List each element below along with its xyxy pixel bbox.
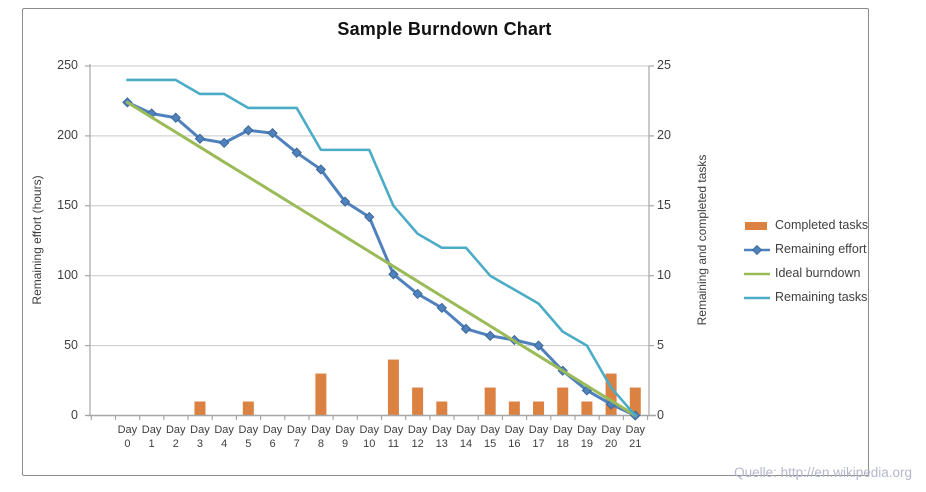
completed-tasks-bar	[581, 401, 593, 416]
remaining-effort-marker	[291, 147, 302, 158]
completed-tasks-bar	[242, 401, 254, 416]
completed-tasks-bar	[508, 401, 520, 416]
left-axis-tick-label: 150	[57, 197, 78, 212]
legend-label: Completed tasks	[775, 218, 869, 232]
x-axis-label: Day 11	[383, 424, 404, 450]
line-swatch-icon	[744, 291, 771, 303]
remaining-effort-marker	[460, 323, 472, 334]
completed-tasks-bar	[629, 387, 641, 416]
x-axis-label: Day 14	[456, 424, 476, 450]
x-axis-label: Day 17	[528, 424, 549, 450]
x-axis-label: Day 5	[238, 424, 259, 450]
remaining-effort-marker	[388, 269, 399, 280]
bar-swatch-icon	[744, 219, 771, 231]
chart-area-border	[22, 8, 869, 476]
right-axis-tick-label: 15	[657, 197, 671, 212]
remaining-effort-marker	[194, 133, 206, 144]
legend-label: Remaining tasks	[775, 290, 868, 304]
right-axis-tick-label: 5	[657, 337, 664, 352]
completed-tasks-bar	[387, 359, 399, 416]
watermark-source-text: Quelle: http://en.wikipedia.org	[734, 465, 912, 480]
remaining-effort-marker	[218, 137, 230, 149]
x-axis-label: Day 4	[214, 424, 234, 450]
left-axis-title: Remaining effort (hours)	[30, 175, 44, 305]
completed-tasks-bar	[194, 401, 206, 416]
x-axis-label: Day 19	[577, 424, 597, 450]
x-axis-label: Day 9	[335, 424, 355, 450]
legend-item-completed-tasks: Completed tasks	[744, 213, 868, 237]
legend-label: Ideal burndown	[775, 266, 861, 280]
x-axis-label: Day 7	[286, 424, 307, 450]
right-axis-title: Remaining and completed tasks	[695, 154, 709, 326]
remaining-effort-marker	[267, 127, 278, 139]
left-axis-tick-label: 100	[57, 267, 78, 282]
remaining-tasks-line	[126, 78, 637, 417]
completed-tasks-bar	[412, 387, 424, 416]
remaining-effort-marker	[364, 211, 375, 223]
x-axis-label: Day 1	[141, 424, 162, 450]
completed-tasks-bar	[315, 373, 327, 416]
left-axis-tick-label: 50	[64, 337, 78, 352]
remaining-effort-line	[125, 100, 637, 417]
legend-item-remaining-effort: Remaining effort	[744, 237, 868, 261]
chart-title: Sample Burndown Chart	[337, 19, 552, 39]
x-axis-label: Day 2	[165, 424, 186, 450]
remaining-effort-marker	[412, 288, 423, 300]
legend-item-remaining-tasks: Remaining tasks	[744, 285, 868, 309]
remaining-effort-marker	[436, 302, 447, 314]
x-axis-label: Day 6	[262, 424, 283, 450]
x-axis-label: Day 13	[432, 424, 452, 450]
legend-label: Remaining effort	[775, 242, 867, 256]
x-axis-label: Day 20	[601, 424, 621, 450]
remaining-effort-marker	[339, 196, 351, 207]
x-axis-label: Day 10	[359, 424, 380, 450]
right-axis-tick-label: 10	[657, 267, 671, 282]
left-axis-tick-label: 250	[57, 58, 78, 72]
remaining-effort-marker	[485, 330, 496, 341]
ideal-burndown-line	[125, 100, 637, 417]
x-axis-label: Day 3	[190, 424, 210, 450]
x-axis-label: Day 0	[117, 424, 138, 450]
right-axis-tick-label: 25	[657, 58, 671, 72]
completed-tasks-bar	[533, 401, 545, 416]
left-axis-tick-label: 0	[71, 407, 78, 422]
line-swatch-icon	[744, 267, 771, 279]
right-axis-tick-label: 0	[657, 407, 664, 422]
legend: Completed tasks Remaining effort Ideal b…	[744, 213, 868, 309]
completed-tasks-bar	[484, 387, 496, 416]
remaining-effort-marker	[533, 340, 544, 351]
completed-tasks-bar	[605, 373, 617, 416]
x-axis-label: Day 16	[504, 424, 525, 450]
right-axis-tick-label: 20	[657, 127, 671, 142]
x-axis-label: Day 18	[552, 424, 573, 450]
left-axis-tick-label: 200	[57, 127, 78, 142]
completed-tasks-bar	[436, 401, 448, 416]
remaining-effort-marker	[315, 164, 327, 175]
x-axis-label: Day 12	[407, 424, 428, 450]
x-axis-label: Day 8	[311, 424, 331, 450]
remaining-effort-marker	[170, 112, 181, 123]
x-axis-label: Day 15	[480, 424, 500, 450]
line-diamond-swatch-icon	[744, 243, 771, 256]
legend-item-ideal-burndown: Ideal burndown	[744, 261, 868, 285]
completed-tasks-bar	[557, 387, 569, 416]
x-axis-label: Day 21	[625, 424, 646, 450]
remaining-effort-marker	[243, 125, 254, 136]
